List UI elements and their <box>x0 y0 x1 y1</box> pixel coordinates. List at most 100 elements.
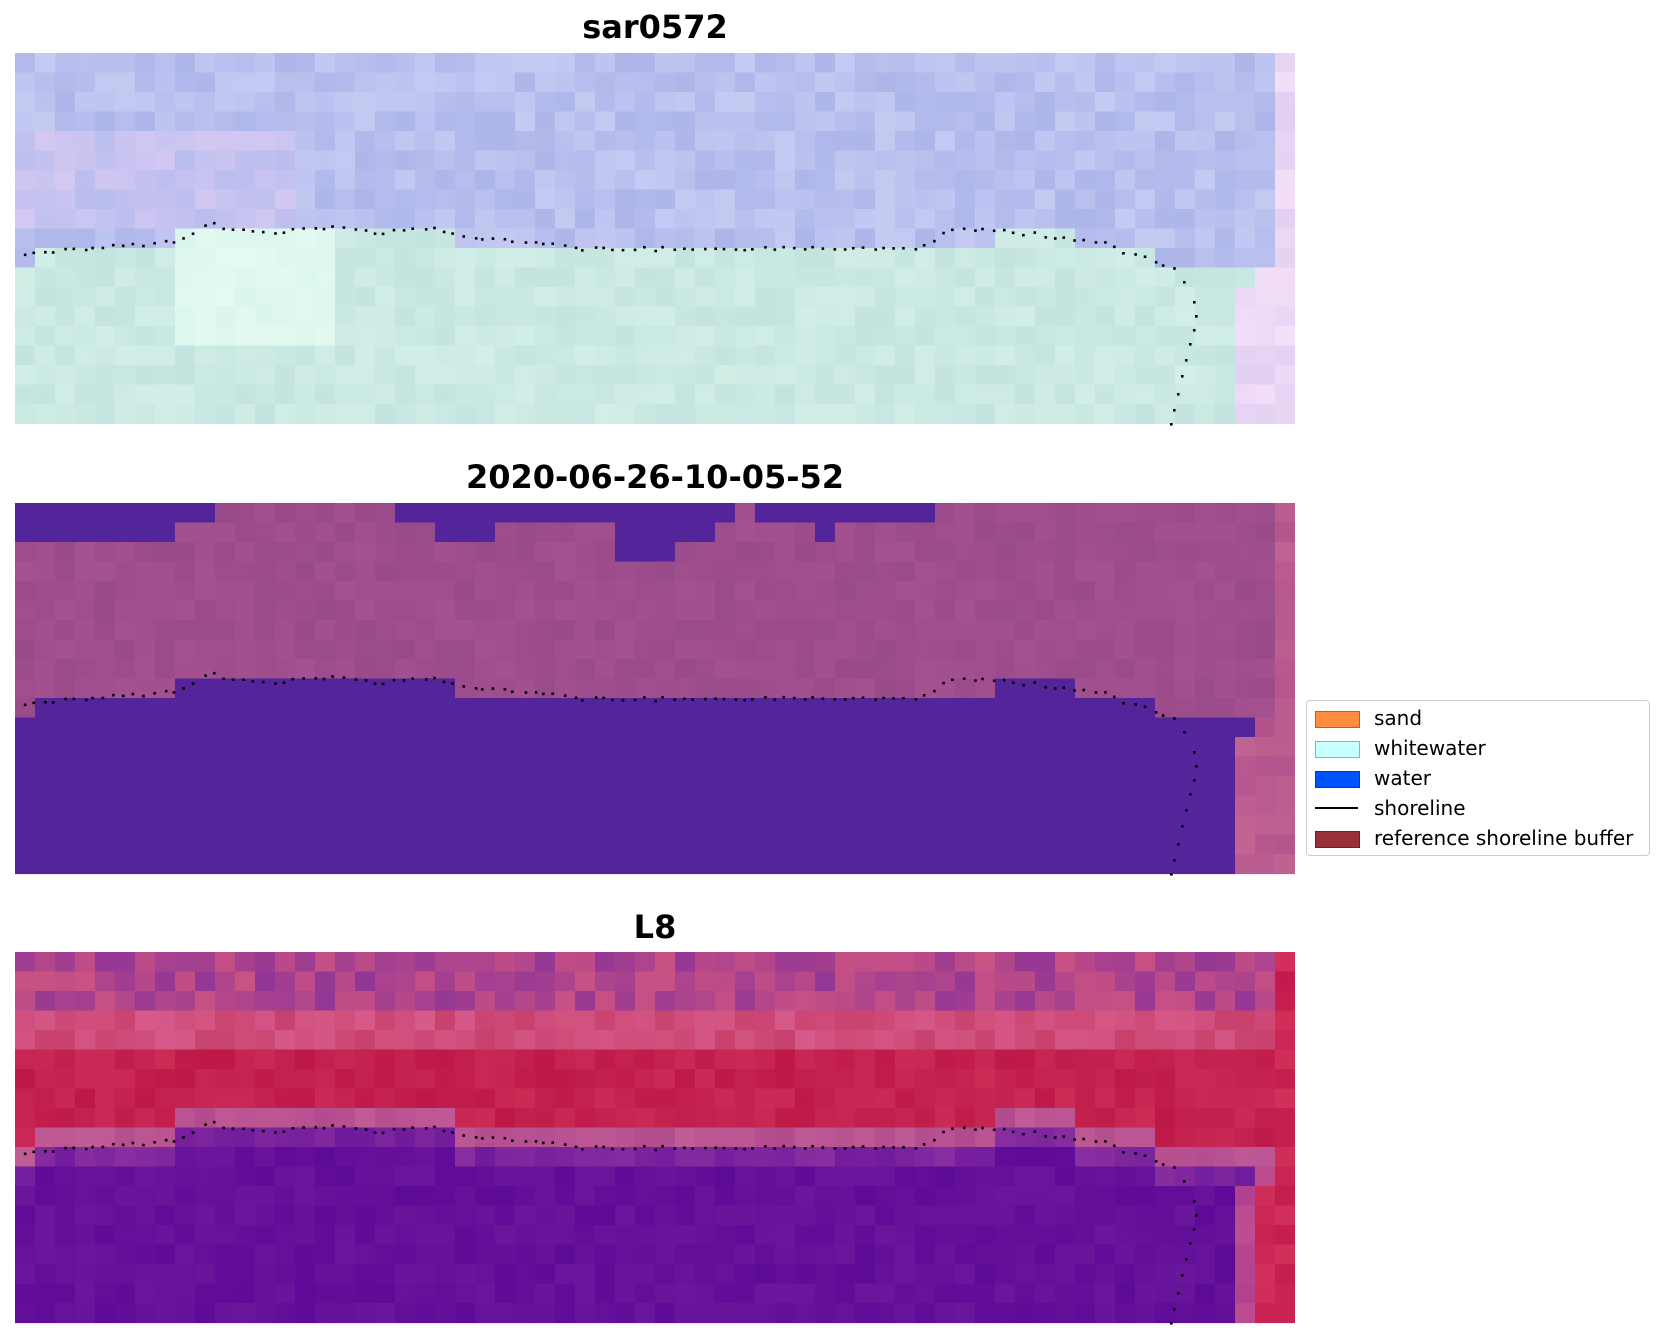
pixel-cell <box>75 1108 96 1129</box>
pixel-cell <box>575 581 596 602</box>
pixel-cell <box>535 228 556 249</box>
pixel-cell <box>775 92 796 113</box>
pixel-cell <box>475 815 496 836</box>
pixel-cell <box>335 345 356 366</box>
pixel-cell <box>955 991 976 1012</box>
pixel-cell <box>75 111 96 132</box>
pixel-cell <box>655 503 676 524</box>
pixel-cell <box>455 542 476 563</box>
pixel-cell <box>955 1049 976 1070</box>
pixel-cell <box>995 737 1016 758</box>
pixel-cell <box>375 834 396 855</box>
shoreline-point <box>101 696 105 700</box>
pixel-cell <box>595 306 616 327</box>
pixel-cell <box>495 1069 516 1090</box>
pixel-cell <box>475 776 496 797</box>
pixel-cell <box>1255 698 1276 719</box>
pixel-cell <box>515 248 536 269</box>
pixel-cell <box>35 1030 56 1051</box>
pixel-cell <box>995 620 1016 641</box>
pixel-cell <box>315 776 336 797</box>
pixel-cell <box>775 53 796 74</box>
pixel-cell <box>1215 542 1236 563</box>
shoreline-point <box>811 1144 814 1148</box>
pixel-cell <box>515 228 536 249</box>
pixel-cell <box>615 815 636 836</box>
pixel-cell <box>955 384 976 405</box>
pixel-cell <box>1215 678 1236 699</box>
pixel-cell <box>815 834 836 855</box>
pixel-cell <box>435 620 456 641</box>
pixel-cell <box>1275 1283 1295 1304</box>
pixel-cell <box>1135 1010 1156 1031</box>
pixel-cell <box>655 991 676 1012</box>
pixel-cell <box>1275 678 1295 699</box>
pixel-cell <box>735 834 756 855</box>
pixel-cell <box>1035 952 1056 973</box>
pixel-cell <box>895 365 916 386</box>
pixel-cell <box>175 1049 196 1070</box>
pixel-cell <box>495 776 516 797</box>
pixel-cell <box>535 971 556 992</box>
pixel-cell <box>555 952 576 973</box>
pixel-cell <box>915 1010 936 1031</box>
pixel-cell <box>655 639 676 660</box>
pixel-cell <box>1275 834 1295 855</box>
pixel-cell <box>255 581 276 602</box>
shoreline-point <box>981 227 984 231</box>
pixel-cell <box>1175 345 1196 366</box>
pixel-cell <box>35 150 56 171</box>
pixel-cell <box>335 600 356 621</box>
pixel-cell <box>1275 209 1295 230</box>
pixel-cell <box>195 228 216 249</box>
pixel-cell <box>1115 1069 1136 1090</box>
pixel-cell <box>115 248 136 269</box>
pixel-cell <box>435 776 456 797</box>
pixel-cell <box>315 952 336 973</box>
pixel-cell <box>475 854 496 875</box>
shoreline-point <box>902 1145 905 1149</box>
pixel-cell <box>1275 1127 1295 1148</box>
pixel-cell <box>1035 1088 1056 1109</box>
pixel-cell <box>315 834 336 855</box>
pixel-cell <box>795 1186 816 1207</box>
pixel-cell <box>135 404 156 425</box>
pixel-cell <box>1235 287 1256 308</box>
pixel-cell <box>775 287 796 308</box>
pixel-cell <box>1095 1166 1116 1187</box>
pixel-cell <box>255 53 276 74</box>
shoreline-point <box>1073 689 1076 692</box>
pixel-cell <box>35 1186 56 1207</box>
pixel-cell <box>895 659 916 680</box>
pixel-cell <box>35 991 56 1012</box>
pixel-cell <box>115 503 136 524</box>
pixel-cell <box>55 111 76 132</box>
shoreline-point <box>633 698 637 702</box>
pixel-cell <box>875 581 896 602</box>
pixel-cell <box>95 717 116 738</box>
pixel-cell <box>535 365 556 386</box>
pixel-cell <box>1075 503 1096 524</box>
pixel-cell <box>75 209 96 230</box>
pixel-cell <box>1215 1283 1236 1304</box>
pixel-cell <box>155 170 176 191</box>
pixel-cell <box>1215 365 1236 386</box>
shoreline-point <box>933 689 936 693</box>
pixel-cell <box>655 971 676 992</box>
pixel-cell <box>1115 1205 1136 1226</box>
pixel-cell <box>875 1283 896 1304</box>
pixel-cell <box>495 756 516 777</box>
pixel-cell <box>615 756 636 777</box>
pixel-cell <box>655 795 676 816</box>
pixel-cell <box>115 1147 136 1168</box>
shoreline-point <box>442 680 446 684</box>
pixel-cell <box>855 581 876 602</box>
pixel-cell <box>135 326 156 347</box>
pixel-cell <box>515 659 536 680</box>
pixel-cell <box>555 1147 576 1168</box>
pixel-cell <box>655 1088 676 1109</box>
pixel-cell <box>815 581 836 602</box>
pixel-cell <box>655 1205 676 1226</box>
pixel-cell <box>475 72 496 93</box>
pixel-cell <box>395 776 416 797</box>
